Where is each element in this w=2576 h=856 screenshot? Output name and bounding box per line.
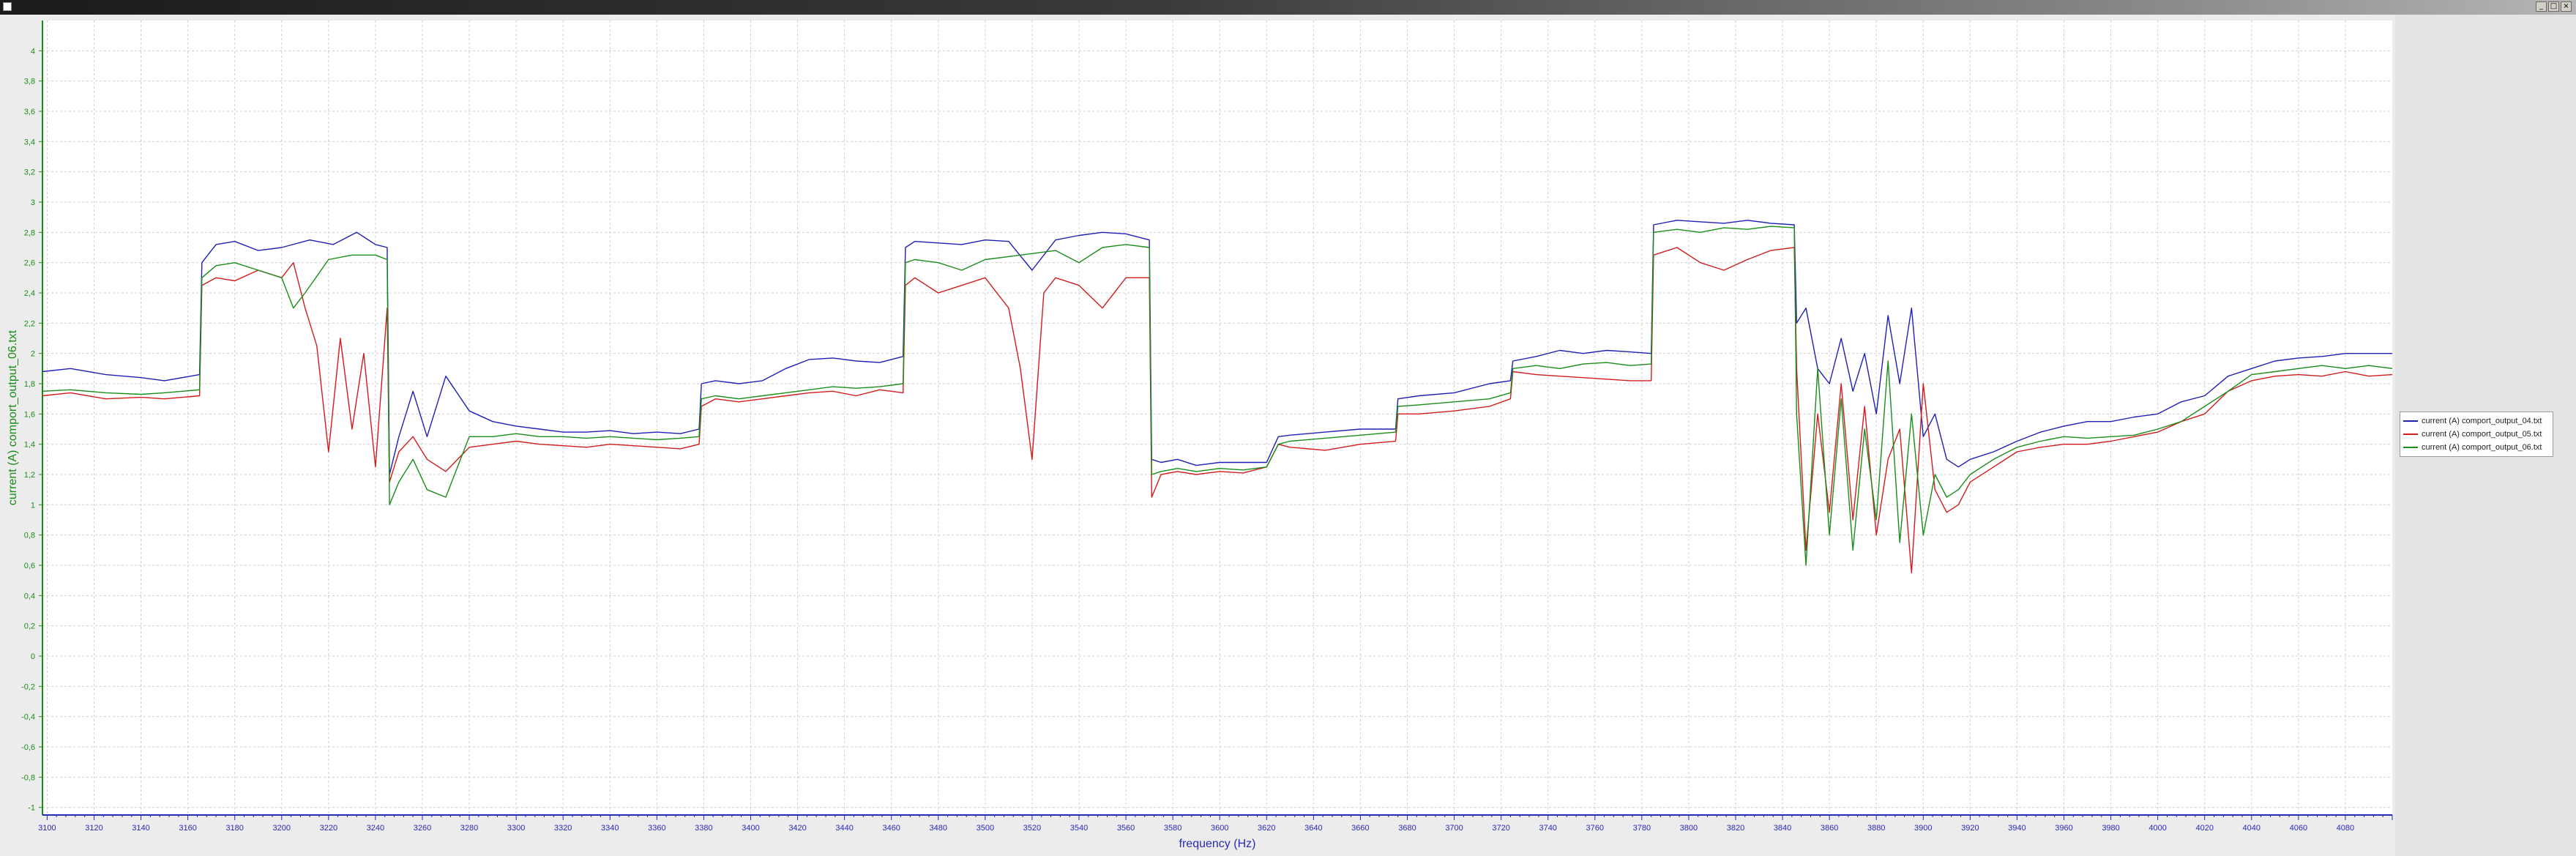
x-tick-label: 4060 [2290,824,2307,833]
x-tick-label: 3220 [320,824,337,833]
x-tick-label: 3920 [1961,824,1979,833]
series-line-1[interactable] [42,220,2392,475]
y-tick-label: -1 [28,804,35,813]
y-tick-label: -0,6 [21,743,35,752]
x-tick-label: 3440 [835,824,853,833]
y-tick-label: 1,8 [24,380,35,389]
x-tick-label: 3900 [1914,824,1932,833]
x-tick-label: 3820 [1727,824,1744,833]
x-tick-label: 4080 [2337,824,2354,833]
x-tick-label: 3200 [273,824,291,833]
y-tick-label: 3 [31,198,35,207]
x-tick-label: 3780 [1633,824,1651,833]
legend-label: current (A) comport_output_06.txt [2422,443,2542,452]
legend-item-3[interactable]: current (A) comport_output_06.txt [2403,441,2550,454]
y-tick-label: 1,4 [24,441,35,450]
x-tick-label: 3960 [2055,824,2072,833]
x-tick-label: 3700 [1445,824,1463,833]
x-tick-label: 3140 [132,824,149,833]
y-tick-label: 1 [31,501,35,510]
close-button[interactable]: × [2561,1,2572,12]
x-tick-label: 3860 [1821,824,1838,833]
y-tick-label: -0,8 [21,773,35,782]
legend-item-2[interactable]: current (A) comport_output_05.txt [2403,428,2550,441]
y-tick-label: 1,6 [24,410,35,419]
x-tick-label: 3640 [1304,824,1322,833]
x-tick-label: 3620 [1258,824,1275,833]
x-tick-label: 3400 [742,824,759,833]
legend-item-1[interactable]: current (A) comport_output_04.txt [2403,414,2550,428]
y-tick-label: 2 [31,350,35,359]
x-tick-label: 3600 [1211,824,1228,833]
y-tick-label: 0,8 [24,532,35,540]
x-tick-label: 3880 [1867,824,1885,833]
window-title-bar: _ □ × [0,0,2576,15]
x-tick-label: 3180 [225,824,243,833]
x-tick-label: 3460 [882,824,900,833]
x-tick-label: 3800 [1680,824,1698,833]
y-tick-label: 1,2 [24,471,35,480]
y-tick-label: 2,2 [24,319,35,328]
y-tick-label: 3,4 [24,138,35,146]
y-tick-label: -0,2 [21,682,35,691]
series-line-2[interactable] [42,247,2393,573]
x-tick-label: 3340 [601,824,619,833]
legend-label: current (A) comport_output_04.txt [2422,417,2542,425]
legend-swatch [2403,447,2418,448]
x-tick-label: 3980 [2102,824,2119,833]
y-tick-label: 4 [31,47,35,56]
x-tick-label: 3420 [788,824,806,833]
x-tick-label: 3260 [414,824,431,833]
x-tick-label: 3300 [507,824,525,833]
x-tick-label: 4040 [2243,824,2260,833]
x-tick-label: 3100 [38,824,56,833]
x-tick-label: 3580 [1164,824,1181,833]
series-line-3[interactable] [42,226,2393,566]
x-tick-label: 3160 [179,824,196,833]
y-tick-label: 3,2 [24,168,35,177]
y-tick-label: 2,4 [24,289,35,298]
plot-area [42,21,2392,815]
x-tick-label: 3240 [367,824,384,833]
x-tick-label: 3540 [1070,824,1088,833]
y-tick-label: -0,4 [21,713,35,722]
y-tick-label: 2,6 [24,259,35,268]
x-tick-label: 3840 [1774,824,1791,833]
y-tick-label: 2,8 [24,228,35,237]
x-tick-label: 3740 [1539,824,1556,833]
x-tick-label: 3380 [695,824,712,833]
legend-label: current (A) comport_output_05.txt [2422,430,2542,439]
legend-swatch [2403,433,2418,435]
x-tick-label: 3560 [1117,824,1135,833]
x-tick-label: 3480 [930,824,947,833]
y-tick-label: 3,8 [24,78,35,86]
y-tick-label: 0,6 [24,562,35,570]
app-icon [3,2,12,11]
y-axis-title: current (A) comport_output_06.txt [7,330,19,505]
maximize-button[interactable]: □ [2548,1,2559,12]
x-tick-label: 3500 [977,824,994,833]
x-tick-label: 3720 [1492,824,1509,833]
minimize-button[interactable]: _ [2536,1,2547,12]
x-tick-label: 3660 [1351,824,1369,833]
y-tick-label: 0,2 [24,622,35,631]
y-tick-label: 0 [31,652,35,661]
x-tick-label: 3680 [1398,824,1416,833]
x-tick-label: 3940 [2008,824,2026,833]
line-chart[interactable]: -1 -0,8 -0,6 -0,4 -0,2 0 0,2 0,4 0,6 0,8 1 1,2 1,4 1,… [0,15,2395,856]
x-tick-label: 3360 [648,824,665,833]
x-tick-label: 3520 [1023,824,1041,833]
y-tick-label: 3,6 [24,108,35,116]
legend-swatch [2403,420,2418,422]
x-tick-label: 4020 [2195,824,2213,833]
x-tick-label: 3280 [460,824,478,833]
y-tick-label: 0,4 [24,592,35,600]
x-axis-title: frequency (Hz) [1179,838,1256,850]
x-tick-label: 4000 [2148,824,2166,833]
x-tick-label: 3760 [1586,824,1604,833]
x-tick-label: 3320 [554,824,572,833]
x-tick-label: 3120 [85,824,102,833]
